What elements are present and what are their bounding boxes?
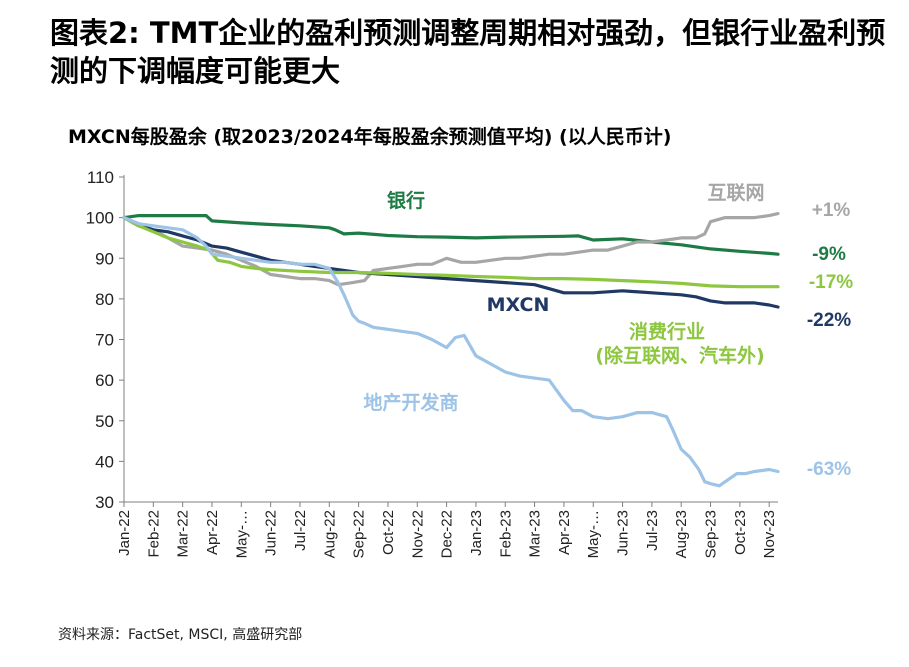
y-tick-label: 70 (95, 331, 114, 350)
x-tick-label: Sep-22 (351, 510, 368, 558)
line-chart: 30 40 50 60 70 80 90 100 110 Jan-22 Feb-22 Mar-22 Ap… (86, 168, 854, 558)
y-tick-label: 50 (95, 412, 114, 431)
annotation-label: MXCN (487, 294, 550, 316)
annotation-label: (除互联网、汽车外) (595, 344, 764, 367)
x-tick-label: Apr-23 (556, 510, 573, 555)
end-value-label: +1% (812, 200, 851, 221)
x-tick-label: Aug-23 (673, 510, 690, 558)
x-tick-label: Feb-22 (145, 510, 162, 558)
x-tick-label: Jun-22 (263, 510, 280, 556)
x-tick-label: Mar-22 (175, 510, 192, 558)
chart-annotations: 银行 互联网 MXCN 消费行业(除互联网、汽车外) 地产开发商 +1% -9% -17% -2… (363, 182, 853, 480)
end-value-label: -22% (807, 310, 851, 331)
x-tick-label: Jun-23 (615, 510, 632, 556)
x-tick-label: Dec-22 (439, 510, 456, 558)
x-tick-label: Jan-23 (468, 510, 485, 556)
x-tick-label: Oct-22 (380, 510, 397, 555)
y-tick-label: 60 (95, 371, 114, 390)
x-tick-label: Feb-23 (497, 510, 514, 558)
series-line-4 (122, 216, 780, 488)
x-tick-label: Jul-23 (644, 510, 661, 551)
annotation-label: 消费行业 (629, 320, 705, 343)
x-tick-label: May-… (233, 510, 250, 558)
series-line-0 (122, 214, 780, 256)
x-tick-label: Nov-23 (761, 510, 778, 558)
x-tick-label: Jan-22 (116, 510, 133, 556)
chart-series (122, 212, 780, 488)
chart-title: MXCN每股盈余 (取2023/2024年每股盈余预测值平均) (以人民币计) (68, 126, 672, 148)
x-tick-label: May-… (585, 510, 602, 558)
end-value-label: -9% (812, 244, 846, 265)
x-tick-label: Mar-23 (527, 510, 544, 558)
y-tick-label: 90 (95, 249, 114, 268)
source-note: 资料来源：FactSet, MSCI, 高盛研究部 (58, 627, 303, 643)
y-tick-label: 100 (86, 209, 114, 228)
annotation-label: 地产开发商 (363, 391, 458, 414)
annotation-label: 互联网 (707, 182, 764, 204)
series-line-3 (122, 216, 780, 289)
annotation-label: 银行 (387, 189, 425, 212)
x-tick-label: Sep-23 (703, 510, 720, 558)
y-tick-label: 110 (87, 168, 114, 187)
y-tick-label: 30 (95, 493, 114, 512)
x-tick-label: Apr-22 (204, 510, 221, 555)
x-tick-label: Nov-22 (409, 510, 426, 558)
end-value-label: -17% (809, 272, 853, 293)
x-tick-label: Jul-22 (292, 510, 309, 551)
figure-title: 图表2: TMT企业的盈利预测调整周期相对强劲，但银行业盈利预测的下调幅度可能更… (50, 16, 886, 88)
end-value-label: -63% (807, 459, 851, 480)
y-tick-label: 40 (95, 452, 114, 471)
chart-axes: 30 40 50 60 70 80 90 100 110 Jan-22 Feb-22 Mar-22 Ap… (86, 168, 779, 558)
x-tick-label: Oct-23 (732, 510, 749, 555)
x-tick-label: Aug-22 (321, 510, 338, 558)
y-tick-label: 80 (95, 290, 114, 309)
